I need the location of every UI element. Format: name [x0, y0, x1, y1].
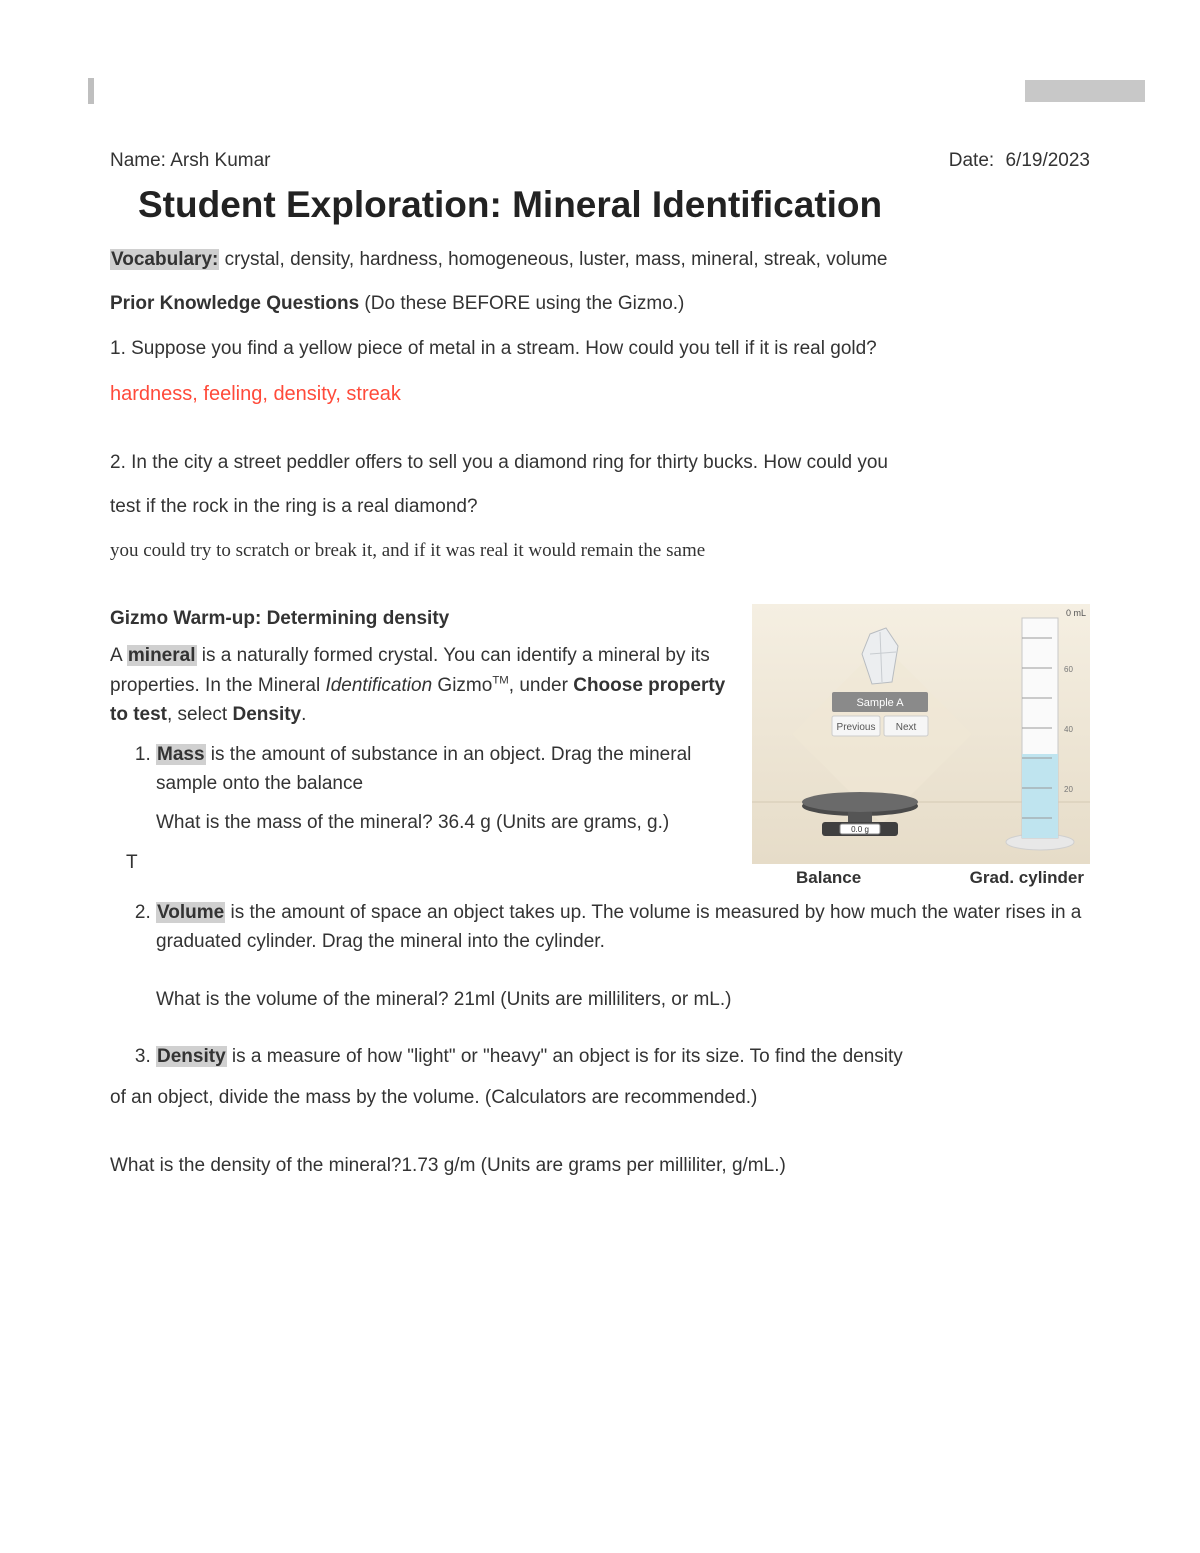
date-field: Date: 6/19/2023: [949, 150, 1090, 172]
item2-question: What is the volume of the mineral? 21ml …: [156, 985, 1090, 1014]
intro-f: .: [301, 704, 306, 725]
cylinder-label: Grad. cylinder: [970, 868, 1084, 888]
mass-term: Mass: [156, 744, 206, 765]
warmup-text: Gizmo Warm-up: Determining density A min…: [110, 604, 734, 878]
warmup-intro: A mineral is a naturally formed crystal.…: [110, 641, 734, 729]
question-2-line1: 2. In the city a street peddler offers t…: [110, 447, 1090, 479]
vocab-text: crystal, density, hardness, homogeneous,…: [219, 249, 887, 270]
identification-term: Identification: [325, 675, 432, 696]
gizmo-figure: Sample A Previous Next 0.0 g: [752, 604, 1090, 888]
item3-question: What is the density of the mineral?1.73 …: [110, 1150, 1090, 1182]
warmup-item-2: Volume is the amount of space an object …: [156, 898, 1090, 1014]
prior-label: Prior Knowledge Questions: [110, 293, 364, 314]
question-2-answer: you could try to scratch or break it, an…: [110, 535, 1090, 567]
item3-tail: of an object, divide the mass by the vol…: [110, 1082, 1090, 1114]
density-term: Density: [156, 1046, 227, 1067]
header-row: Name: Arsh Kumar Date: 6/19/2023: [110, 150, 1090, 172]
left-margin-mark: [88, 78, 94, 104]
warmup-heading: Gizmo Warm-up: Determining density: [110, 604, 734, 633]
density-word: Density: [232, 704, 301, 725]
sample-label: Sample A: [856, 697, 904, 709]
warmup-section: Gizmo Warm-up: Determining density A min…: [110, 604, 1090, 888]
stray-t: T: [126, 848, 734, 877]
intro-d: , under: [509, 675, 573, 696]
warmup-item-1: Mass is the amount of substance in an ob…: [156, 740, 734, 838]
date-value: 6/19/2023: [1005, 150, 1090, 171]
svg-text:Previous: Previous: [837, 722, 876, 733]
date-label: Date:: [949, 150, 994, 171]
svg-text:0.0 g: 0.0 g: [851, 825, 869, 834]
name-field: Name: Arsh Kumar: [110, 150, 271, 172]
right-margin-mark: [1025, 80, 1145, 102]
intro-e: , select: [167, 704, 232, 725]
prior-knowledge-heading: Prior Knowledge Questions (Do these BEFO…: [110, 288, 1090, 320]
intro-c: Gizmo: [432, 675, 492, 696]
balance-label: Balance: [796, 868, 861, 888]
vocab-label: Vocabulary:: [110, 249, 219, 270]
item2-text: is the amount of space an object takes u…: [156, 902, 1081, 952]
prior-paren: (Do these BEFORE using the Gizmo.): [364, 293, 684, 314]
svg-text:60: 60: [1064, 665, 1073, 674]
svg-text:Next: Next: [896, 722, 917, 733]
item1-question: What is the mass of the mineral? 36.4 g …: [156, 808, 734, 837]
trademark: TM: [492, 674, 508, 686]
document-page: Name: Arsh Kumar Date: 6/19/2023 Student…: [0, 0, 1200, 1254]
warmup-list-continued: Volume is the amount of space an object …: [110, 898, 1090, 1072]
svg-text:40: 40: [1064, 725, 1073, 734]
mineral-term: mineral: [127, 645, 197, 666]
question-1: 1. Suppose you find a yellow piece of me…: [110, 333, 1090, 365]
question-1-answer: hardness, feeling, density, streak: [110, 377, 1090, 411]
item1-text: is the amount of substance in an object.…: [156, 744, 691, 794]
margin-marks: [0, 78, 1200, 108]
previous-button[interactable]: Previous: [832, 716, 880, 736]
svg-text:0 mL: 0 mL: [1066, 608, 1086, 618]
next-button[interactable]: Next: [884, 716, 928, 736]
svg-text:20: 20: [1064, 785, 1073, 794]
name-value: Arsh Kumar: [170, 150, 270, 171]
item3-text: is a measure of how "light" or "heavy" a…: [227, 1046, 903, 1067]
vocabulary-line: Vocabulary: crystal, density, hardness, …: [110, 244, 1090, 276]
gizmo-illustration: Sample A Previous Next 0.0 g: [752, 604, 1090, 864]
warmup-list: Mass is the amount of substance in an ob…: [110, 740, 734, 838]
warmup-item-3: Density is a measure of how "light" or "…: [156, 1042, 1090, 1071]
page-title: Student Exploration: Mineral Identificat…: [138, 184, 1090, 226]
volume-term: Volume: [156, 902, 225, 923]
figure-labels: Balance Grad. cylinder: [752, 864, 1090, 888]
name-label: Name:: [110, 150, 166, 171]
intro-a: A: [110, 645, 127, 666]
question-2-line2: test if the rock in the ring is a real d…: [110, 491, 1090, 523]
